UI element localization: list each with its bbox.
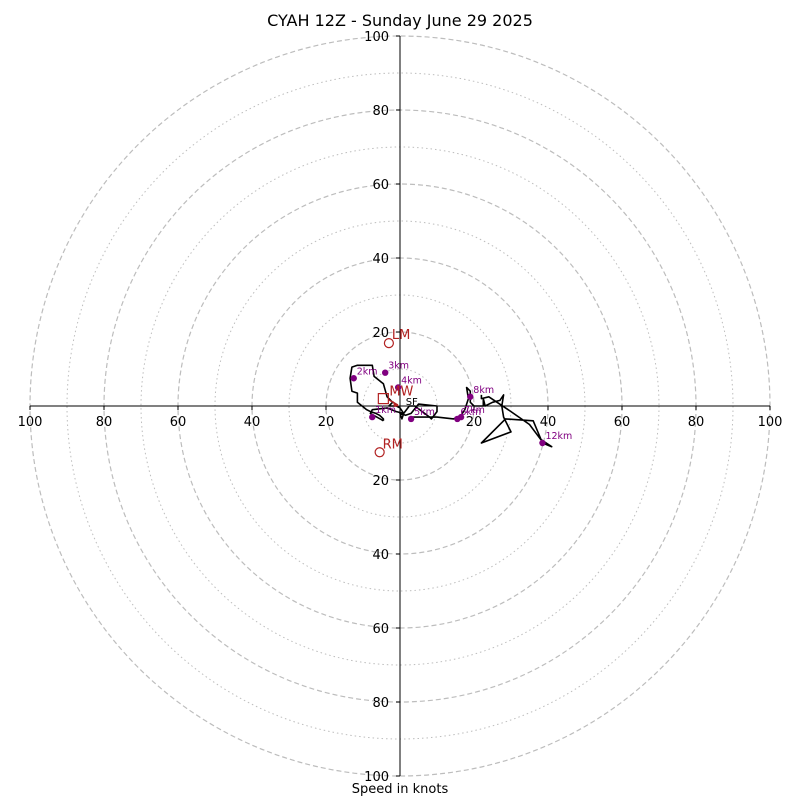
x-tick-label: 60: [614, 415, 631, 430]
x-tick-label: 20: [318, 415, 335, 430]
hodograph-trace-lower: [349, 364, 438, 422]
height-point: [382, 369, 389, 376]
mean-wind-marker: [377, 393, 389, 405]
height-point: [467, 393, 474, 400]
y-tick-label: 100: [364, 770, 389, 785]
x-tick-label: 20: [466, 415, 483, 430]
height-point-label: 12km: [545, 431, 572, 442]
y-tick-label: 60: [372, 178, 389, 193]
mean-wind-label: MW: [389, 385, 413, 400]
y-tick-label: 60: [372, 622, 389, 637]
y-tick-label: 20: [372, 326, 389, 341]
height-point-label: 3km: [388, 361, 409, 372]
mean-wind-arrowhead: [393, 401, 399, 407]
x-axis-label: Speed in knots: [351, 782, 449, 797]
x-tick-label: 100: [758, 415, 783, 430]
height-point-label: 7km: [464, 405, 485, 416]
height-point-label: 4km: [401, 376, 422, 387]
y-tick-label: 80: [372, 696, 389, 711]
height-point-label: 8km: [473, 385, 494, 396]
height-point-label: 5km: [414, 407, 435, 418]
y-tick-label: 40: [372, 252, 389, 267]
height-point: [407, 415, 415, 423]
x-tick-label: 40: [244, 415, 261, 430]
height-point: [394, 384, 402, 391]
storm-motion-marker: [383, 338, 394, 349]
y-tick-label: 80: [372, 104, 389, 119]
x-tick-label: 60: [170, 415, 187, 430]
height-point: [369, 413, 376, 421]
x-tick-label: 80: [96, 415, 113, 430]
x-tick-label: 100: [18, 415, 43, 430]
y-tick-label: 100: [364, 30, 389, 45]
storm-motion-marker: [374, 447, 385, 458]
y-tick-label: 20: [372, 474, 389, 489]
height-point-label: 2km: [357, 366, 378, 377]
storm-motion-label: RM: [383, 437, 403, 452]
storm-motion-label: LM: [392, 328, 410, 343]
x-tick-label: 40: [540, 415, 557, 430]
chart-title: CYAH 12Z - Sunday June 29 2025: [267, 11, 533, 30]
height-point-label: 6km: [460, 407, 481, 418]
height-point-label: 1km: [375, 405, 396, 416]
y-tick-label: 40: [372, 548, 389, 563]
surface-label: SF: [406, 397, 418, 408]
x-tick-label: 80: [688, 415, 705, 430]
height-point: [457, 413, 465, 421]
height-point: [350, 375, 357, 382]
height-point: [539, 439, 546, 447]
